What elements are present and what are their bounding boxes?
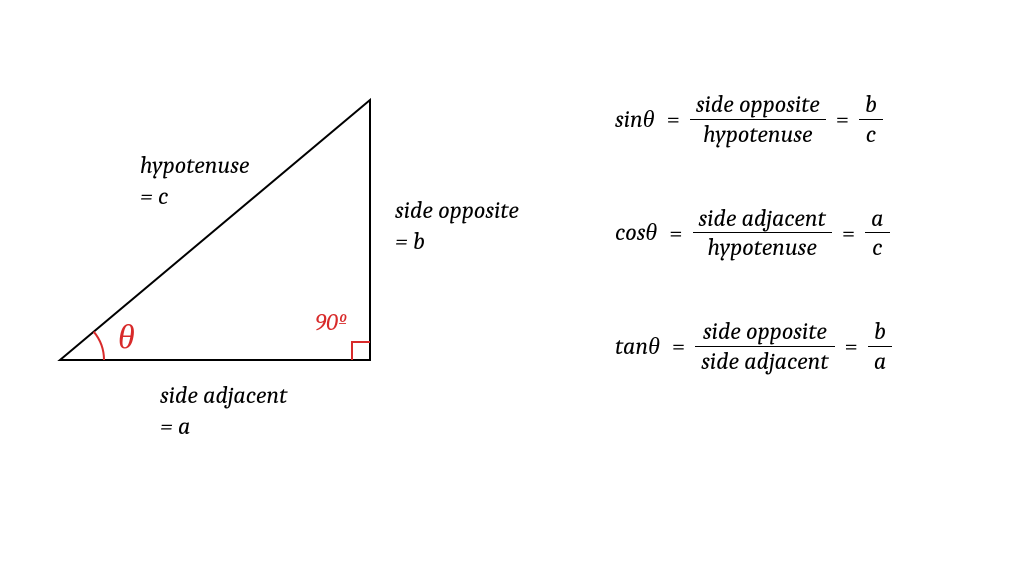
cos-den1: hypotenuse (701, 233, 822, 262)
tan-frac-words: side opposite side adjacent (695, 317, 834, 376)
theta-label: θ (118, 315, 135, 359)
hypotenuse-label-line1: hypotenuse (140, 151, 249, 179)
equals-sign: = (669, 219, 682, 247)
cos-den2: c (866, 233, 888, 262)
equals-sign: = (667, 105, 680, 133)
cos-frac-letters: a c (865, 204, 889, 263)
hypotenuse-label-line2: = c (140, 182, 168, 210)
adjacent-label: side adjacent = a (160, 380, 287, 442)
cos-frac-words: side adjacent hypotenuse (693, 204, 832, 263)
hypotenuse-label: hypotenuse = c (140, 150, 249, 212)
equals-sign: = (845, 332, 858, 360)
theta-arc (94, 332, 104, 360)
equals-sign: = (836, 105, 849, 133)
cos-num2: a (865, 204, 889, 233)
equals-sign: = (842, 219, 855, 247)
tan-den1: side adjacent (695, 347, 834, 376)
tan-frac-letters: b a (868, 317, 892, 376)
sin-den1: hypotenuse (697, 120, 818, 149)
adjacent-label-line2: = a (160, 412, 190, 440)
sin-lhs: sinθ (615, 105, 655, 134)
formula-sin: sinθ = side opposite hypotenuse = b c (615, 90, 995, 149)
adjacent-label-line1: side adjacent (160, 381, 287, 409)
diagram-stage: hypotenuse = c side opposite = b side ad… (0, 0, 1024, 576)
sin-num2: b (859, 90, 883, 119)
tan-num1: side opposite (697, 317, 833, 346)
opposite-label-line1: side opposite (395, 196, 519, 224)
tan-lhs: tanθ (615, 332, 660, 361)
formula-tan: tanθ = side opposite side adjacent = b a (615, 317, 995, 376)
sin-frac-letters: b c (859, 90, 883, 149)
right-angle-label: 90º (315, 307, 347, 338)
cos-num1: side adjacent (693, 204, 832, 233)
equals-sign: = (672, 332, 685, 360)
opposite-label: side opposite = b (395, 195, 519, 257)
right-triangle (50, 70, 410, 400)
formulas-column: sinθ = side opposite hypotenuse = b c co… (615, 90, 995, 376)
sin-frac-words: side opposite hypotenuse (690, 90, 826, 149)
sin-den2: c (860, 120, 882, 149)
right-angle-marker (352, 342, 370, 360)
tan-den2: a (868, 347, 892, 376)
sin-num1: side opposite (690, 90, 826, 119)
formula-cos: cosθ = side adjacent hypotenuse = a c (615, 204, 995, 263)
tan-num2: b (868, 317, 892, 346)
cos-lhs: cosθ (615, 218, 657, 247)
opposite-label-line2: = b (395, 227, 425, 255)
